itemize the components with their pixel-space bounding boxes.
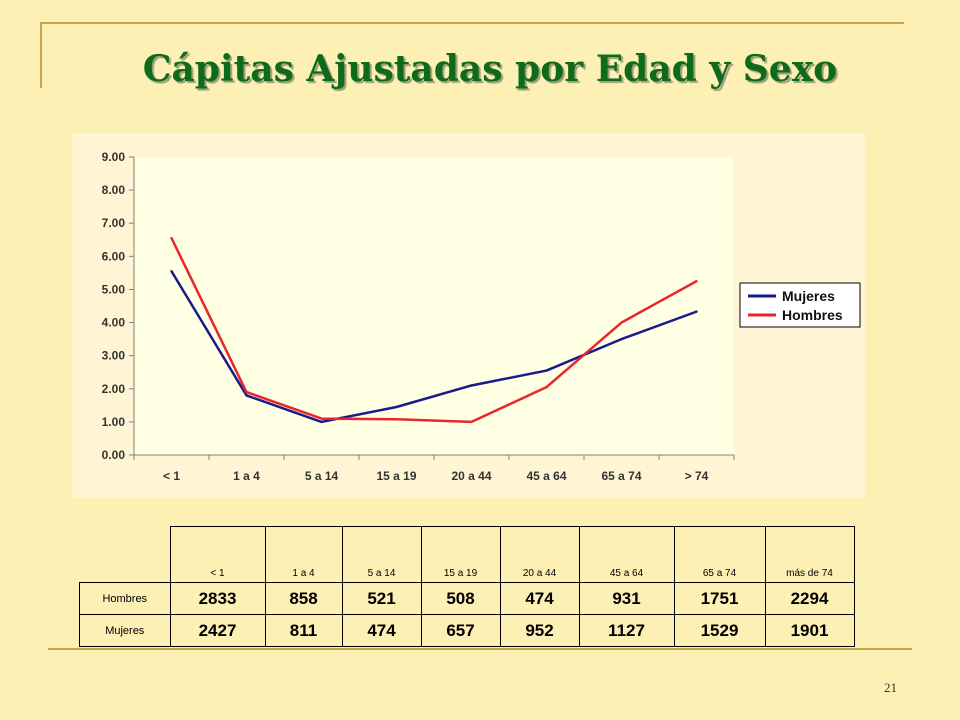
y-tick-label: 7.00 bbox=[102, 216, 126, 230]
data-point-mujeres bbox=[545, 369, 548, 372]
table-header-cell: 65 a 74 bbox=[673, 526, 766, 583]
table-cell: 508 bbox=[420, 582, 501, 615]
data-point-hombres bbox=[395, 418, 398, 421]
y-tick-label: 2.00 bbox=[102, 382, 126, 396]
y-tick-label: 8.00 bbox=[102, 183, 126, 197]
table-cell: 474 bbox=[499, 582, 580, 615]
data-point-hombres bbox=[620, 321, 623, 324]
y-tick-label: 5.00 bbox=[102, 282, 126, 296]
table-cell: 1127 bbox=[578, 614, 675, 647]
x-tick-label: 5 a 14 bbox=[305, 469, 339, 483]
x-tick-label: > 74 bbox=[685, 469, 709, 483]
data-point-mujeres bbox=[245, 394, 248, 397]
slide-title: Cápitas Ajustadas por Edad y Sexo bbox=[142, 48, 838, 90]
series-line-mujeres bbox=[170, 270, 697, 424]
table-corner-cell bbox=[79, 526, 171, 583]
table-cell: 1751 bbox=[673, 582, 766, 615]
table-cell: 931 bbox=[578, 582, 675, 615]
y-tick-label: 0.00 bbox=[102, 448, 126, 462]
table-header-cell: más de 74 bbox=[764, 526, 855, 583]
x-tick-label: 20 a 44 bbox=[451, 469, 491, 483]
table-cell: 474 bbox=[341, 614, 422, 647]
series-line-hombres bbox=[170, 237, 698, 424]
data-point-hombres bbox=[320, 417, 323, 420]
data-table: < 1 1 a 4 5 a 14 15 a 19 20 a 44 45 a 64… bbox=[79, 526, 855, 647]
y-tick-label: 1.00 bbox=[102, 415, 126, 429]
table-header-cell: 15 a 19 bbox=[420, 526, 501, 583]
y-tick-label: 9.00 bbox=[102, 150, 126, 164]
table-header-cell: 45 a 64 bbox=[578, 526, 675, 583]
data-point-hombres bbox=[470, 420, 473, 424]
x-tick-label: 1 a 4 bbox=[233, 469, 260, 483]
row-label-hombres: Hombres bbox=[79, 582, 171, 615]
line-chart: 0.00 1.00 2.00 3.00 4.00 5.00 6.00 7.00 8.00 9.00… bbox=[102, 150, 861, 483]
table-header-cell: < 1 bbox=[169, 526, 266, 583]
data-point-hombres bbox=[170, 236, 173, 240]
table-cell: 1901 bbox=[764, 614, 855, 647]
table-cell: 2294 bbox=[764, 582, 855, 615]
x-tick-label: < 1 bbox=[163, 469, 180, 483]
data-point-hombres bbox=[545, 385, 548, 389]
table-cell: 952 bbox=[499, 614, 580, 647]
table-cell: 858 bbox=[264, 582, 343, 615]
data-point-mujeres bbox=[620, 337, 623, 341]
table-header-row: < 1 1 a 4 5 a 14 15 a 19 20 a 44 45 a 64… bbox=[79, 526, 855, 583]
legend-label-hombres: Hombres bbox=[782, 307, 843, 323]
table-cell: 2427 bbox=[169, 614, 266, 647]
table-header-cell: 20 a 44 bbox=[499, 526, 580, 583]
table-header-cell: 5 a 14 bbox=[341, 526, 422, 583]
table-cell: 2833 bbox=[169, 582, 266, 615]
data-point-hombres bbox=[695, 279, 698, 283]
data-point-mujeres bbox=[170, 270, 173, 273]
page-number: 21 bbox=[884, 680, 897, 695]
table-row: Hombres 2833 858 521 508 474 931 1751 22… bbox=[79, 582, 855, 615]
table-cell: 811 bbox=[264, 614, 343, 647]
data-point-mujeres bbox=[470, 384, 473, 387]
x-tick-label: 65 a 74 bbox=[601, 469, 641, 483]
data-point-mujeres bbox=[395, 405, 398, 409]
y-tick-label: 3.00 bbox=[102, 349, 126, 363]
table-row: Mujeres 2427 811 474 657 952 1127 1529 1… bbox=[79, 614, 855, 647]
data-point-hombres bbox=[245, 390, 248, 394]
y-tick-label: 6.00 bbox=[102, 249, 126, 263]
x-tick-label: 15 a 19 bbox=[376, 469, 416, 483]
frame-line-top bbox=[40, 22, 904, 24]
x-tick-label: 45 a 64 bbox=[526, 469, 566, 483]
data-point-mujeres bbox=[695, 310, 698, 313]
row-label-mujeres: Mujeres bbox=[79, 614, 171, 647]
data-point-mujeres bbox=[320, 420, 323, 424]
table-cell: 1529 bbox=[673, 614, 766, 647]
table-cell: 521 bbox=[341, 582, 422, 615]
frame-line-left bbox=[40, 22, 42, 88]
legend-box bbox=[739, 282, 861, 328]
table-header-cell: 1 a 4 bbox=[264, 526, 343, 583]
frame-line-bottom bbox=[48, 648, 912, 650]
legend-label-mujeres: Mujeres bbox=[782, 288, 835, 304]
plot-area bbox=[134, 157, 734, 455]
table-cell: 657 bbox=[420, 614, 501, 647]
y-tick-label: 4.00 bbox=[102, 316, 126, 330]
chart-area: 0.00 1.00 2.00 3.00 4.00 5.00 6.00 7.00 8.00 9.00… bbox=[72, 133, 865, 498]
